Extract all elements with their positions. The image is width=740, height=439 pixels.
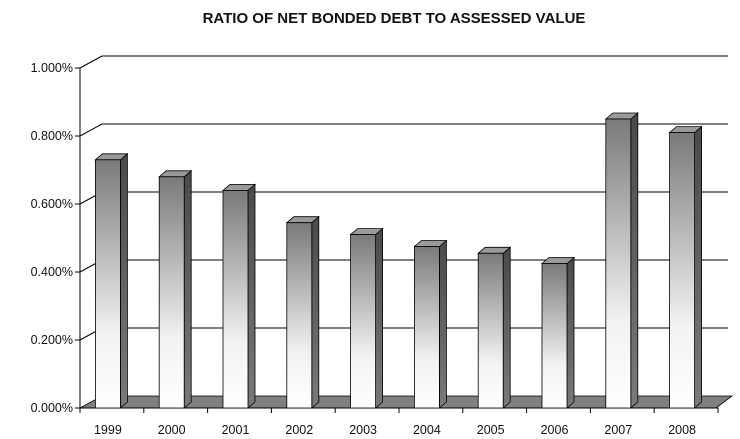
bar-2001 bbox=[221, 183, 257, 409]
x-tick-label: 2003 bbox=[349, 423, 377, 437]
x-tick-label: 2005 bbox=[477, 423, 505, 437]
bar-front bbox=[95, 159, 121, 409]
bar-1999 bbox=[94, 152, 129, 409]
bar-front bbox=[158, 176, 185, 409]
bar-2004 bbox=[413, 239, 448, 409]
x-tick-label: 2004 bbox=[413, 423, 441, 437]
gridline-connector bbox=[79, 123, 103, 137]
bar-2006 bbox=[540, 256, 576, 409]
bar-2008 bbox=[668, 125, 703, 409]
bar-front bbox=[605, 118, 632, 409]
y-tick-label: 0.800% bbox=[31, 129, 73, 143]
bar-2005 bbox=[477, 246, 512, 409]
gridline-connector bbox=[79, 55, 103, 69]
bar-side bbox=[694, 125, 702, 409]
y-tick-labels: 0.000% 0.200% 0.400% 0.600% 0.800% 1.000% bbox=[31, 61, 73, 415]
bar-2003 bbox=[349, 227, 384, 409]
x-tick-label: 2000 bbox=[158, 423, 186, 437]
bar-front bbox=[541, 263, 568, 409]
bar-front bbox=[350, 234, 377, 409]
y-tick-label: 0.600% bbox=[31, 197, 73, 211]
bar-side bbox=[566, 256, 575, 409]
x-tick-label: 2002 bbox=[285, 423, 313, 437]
bar-side bbox=[247, 183, 256, 409]
bar-front bbox=[222, 189, 249, 409]
bar-side bbox=[183, 169, 192, 409]
bar-front bbox=[477, 252, 504, 409]
bar-2000 bbox=[158, 169, 193, 409]
bar-side bbox=[120, 152, 128, 409]
bar-side bbox=[438, 239, 447, 409]
bar-front bbox=[286, 222, 313, 409]
x-tick-label: 1999 bbox=[94, 423, 122, 437]
bar-side bbox=[375, 227, 384, 409]
x-tick-label: 2008 bbox=[668, 423, 696, 437]
bar-front bbox=[669, 132, 695, 409]
x-tick-label: 2006 bbox=[541, 423, 569, 437]
x-tick-labels: 1999 2000 2001 2002 2003 2004 2005 2006 2007 2008 bbox=[94, 423, 696, 437]
bar-side bbox=[630, 112, 639, 409]
y-tick-label: 0.000% bbox=[31, 401, 73, 415]
bar-2002 bbox=[285, 215, 320, 409]
bars bbox=[94, 112, 703, 409]
bar-front bbox=[413, 246, 440, 409]
x-tick-label: 2001 bbox=[222, 423, 250, 437]
bar-2007 bbox=[604, 112, 639, 409]
bar-side bbox=[502, 246, 511, 409]
chart-title: RATIO OF NET BONDED DEBT TO ASSESSED VAL… bbox=[203, 10, 586, 27]
x-tick-label: 2007 bbox=[604, 423, 632, 437]
bar-side bbox=[311, 215, 320, 409]
y-tick-label: 0.400% bbox=[31, 265, 73, 279]
y-tick-label: 0.200% bbox=[31, 333, 73, 347]
y-tick-label: 1.000% bbox=[31, 61, 73, 75]
